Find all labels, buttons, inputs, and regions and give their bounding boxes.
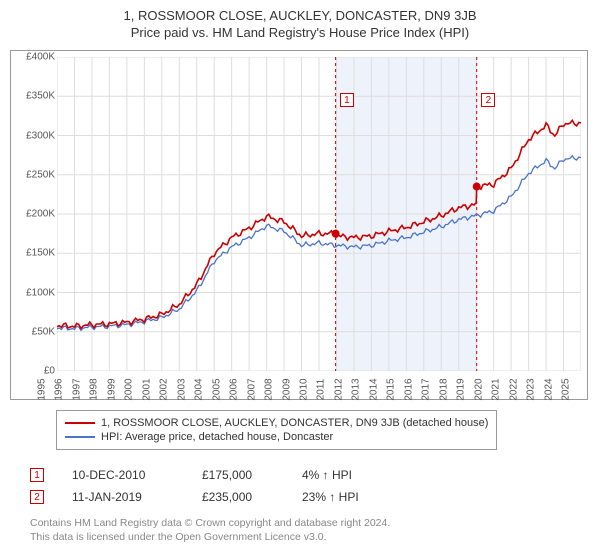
sale-rows: 1 10-DEC-2010£175,0004% ↑ HPI 2 11-JAN-2019… bbox=[30, 464, 402, 508]
x-tick-label: 2002 bbox=[159, 375, 170, 405]
x-tick-label: 2004 bbox=[194, 375, 205, 405]
x-tick-label: 2000 bbox=[124, 375, 135, 405]
x-tick-label: 1999 bbox=[106, 375, 117, 405]
x-tick-label: 2003 bbox=[176, 375, 187, 405]
sale-marker-box: 2 bbox=[30, 490, 44, 504]
footer-line1: Contains HM Land Registry data © Crown c… bbox=[30, 516, 390, 530]
sale-row: 1 10-DEC-2010£175,0004% ↑ HPI bbox=[30, 464, 402, 486]
chart-marker-box: 1 bbox=[340, 93, 354, 107]
x-tick-label: 2001 bbox=[141, 375, 152, 405]
x-tick-label: 2013 bbox=[351, 375, 362, 405]
x-tick-label: 2007 bbox=[246, 375, 257, 405]
y-tick-label: £100K bbox=[13, 287, 55, 298]
legend: 1, ROSSMOOR CLOSE, AUCKLEY, DONCASTER, D… bbox=[56, 410, 497, 450]
sale-price: £175,000 bbox=[202, 468, 302, 482]
y-tick-label: £0 bbox=[13, 366, 55, 377]
x-tick-label: 2019 bbox=[456, 375, 467, 405]
x-tick-label: 2006 bbox=[229, 375, 240, 405]
footer-line2: This data is licensed under the Open Gov… bbox=[30, 530, 390, 544]
sale-date: 11-JAN-2019 bbox=[72, 490, 202, 504]
x-tick-label: 2018 bbox=[438, 375, 449, 405]
x-tick-label: 2024 bbox=[543, 375, 554, 405]
legend-swatch bbox=[65, 422, 95, 424]
x-tick-label: 2011 bbox=[316, 375, 327, 405]
y-tick-label: £350K bbox=[13, 91, 55, 102]
chart-frame: £0 £50K £100K £150K £200K £250K £300K £350K £400… bbox=[10, 50, 588, 400]
x-tick-label: 2015 bbox=[386, 375, 397, 405]
legend-swatch bbox=[65, 436, 95, 438]
title-address: 1, ROSSMOOR CLOSE, AUCKLEY, DONCASTER, D… bbox=[0, 8, 600, 23]
y-tick-label: £400K bbox=[13, 52, 55, 63]
sale-date: 10-DEC-2010 bbox=[72, 468, 202, 482]
y-tick-label: £200K bbox=[13, 209, 55, 220]
legend-row: HPI: Average price, detached house, Donc… bbox=[65, 431, 488, 443]
x-tick-label: 2017 bbox=[421, 375, 432, 405]
chart-marker-box: 2 bbox=[481, 93, 495, 107]
x-tick-label: 2025 bbox=[561, 375, 572, 405]
x-tick-label: 2010 bbox=[299, 375, 310, 405]
sale-hpi-delta: 23% ↑ HPI bbox=[302, 490, 402, 504]
x-tick-label: 2022 bbox=[508, 375, 519, 405]
y-tick-label: £50K bbox=[13, 326, 55, 337]
chart-container: 1, ROSSMOOR CLOSE, AUCKLEY, DONCASTER, D… bbox=[0, 0, 600, 560]
x-tick-label: 2009 bbox=[281, 375, 292, 405]
y-tick-label: £250K bbox=[13, 169, 55, 180]
plot-svg bbox=[57, 57, 581, 371]
y-tick-label: £150K bbox=[13, 248, 55, 259]
x-tick-label: 1998 bbox=[89, 375, 100, 405]
x-tick-label: 2005 bbox=[211, 375, 222, 405]
legend-row: 1, ROSSMOOR CLOSE, AUCKLEY, DONCASTER, D… bbox=[65, 417, 488, 429]
sale-marker-box: 1 bbox=[30, 468, 44, 482]
title-subtitle: Price paid vs. HM Land Registry's House … bbox=[0, 25, 600, 40]
plot-area: 12 bbox=[57, 57, 581, 371]
x-tick-label: 1997 bbox=[71, 375, 82, 405]
legend-text: HPI: Average price, detached house, Donc… bbox=[101, 431, 333, 443]
x-tick-label: 2020 bbox=[473, 375, 484, 405]
x-tick-label: 1995 bbox=[37, 375, 48, 405]
x-tick-label: 2021 bbox=[491, 375, 502, 405]
x-tick-label: 2008 bbox=[264, 375, 275, 405]
x-tick-label: 2023 bbox=[526, 375, 537, 405]
footer: Contains HM Land Registry data © Crown c… bbox=[30, 516, 390, 544]
x-tick-label: 2012 bbox=[333, 375, 344, 405]
y-tick-label: £300K bbox=[13, 130, 55, 141]
sale-row: 2 11-JAN-2019£235,00023% ↑ HPI bbox=[30, 486, 402, 508]
sale-hpi-delta: 4% ↑ HPI bbox=[302, 468, 402, 482]
x-tick-label: 2014 bbox=[368, 375, 379, 405]
legend-text: 1, ROSSMOOR CLOSE, AUCKLEY, DONCASTER, D… bbox=[101, 417, 488, 429]
sale-price: £235,000 bbox=[202, 490, 302, 504]
titles: 1, ROSSMOOR CLOSE, AUCKLEY, DONCASTER, D… bbox=[0, 0, 600, 40]
x-tick-label: 2016 bbox=[403, 375, 414, 405]
x-tick-label: 1996 bbox=[54, 375, 65, 405]
